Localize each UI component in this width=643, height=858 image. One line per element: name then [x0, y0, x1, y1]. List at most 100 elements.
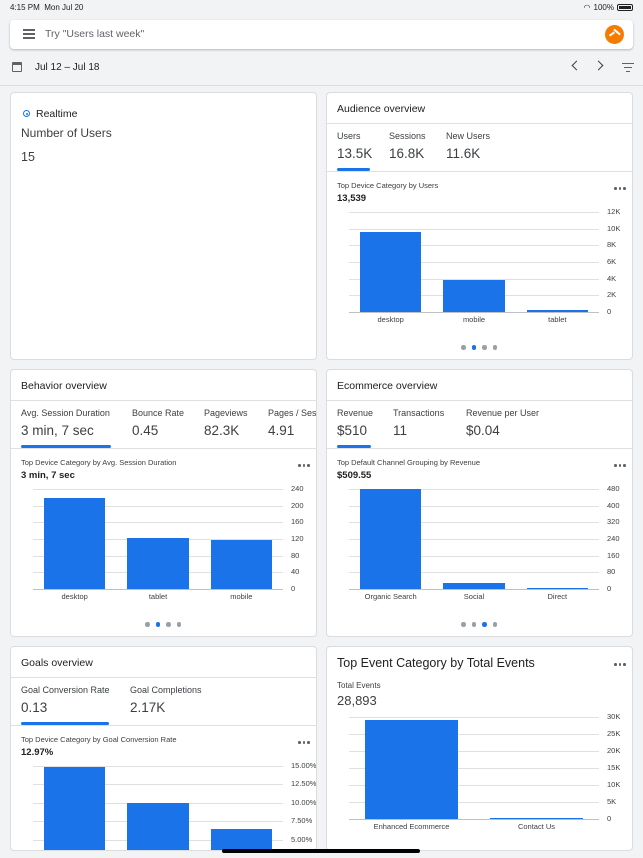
metric-tab-revenue-per-user[interactable]: Revenue per User $0.04 — [466, 408, 539, 438]
x-category-label: mobile — [462, 315, 486, 324]
bar[interactable] — [43, 498, 106, 589]
more-options-icon[interactable] — [298, 464, 310, 467]
menu-icon[interactable] — [23, 29, 35, 39]
divider — [11, 400, 316, 401]
bar[interactable] — [127, 802, 189, 850]
metric-value: 0.45 — [132, 423, 159, 438]
bar[interactable] — [359, 489, 422, 589]
metric-tab-goal-completions[interactable]: Goal Completions 2.17K — [130, 685, 202, 715]
events-metric-value: 28,893 — [337, 693, 377, 708]
gridline — [349, 278, 599, 280]
filter-icon[interactable] — [622, 63, 634, 74]
y-tick-label: 0 — [607, 584, 612, 593]
page-dot[interactable] — [492, 345, 497, 350]
page-dot[interactable] — [166, 622, 171, 627]
audience-overview-card[interactable]: Audience overview Users 13.5K Sessions 1… — [326, 92, 633, 360]
goals-overview-card[interactable]: Goals overview Goal Conversion Rate 0.13… — [10, 646, 317, 851]
bar[interactable] — [490, 817, 583, 819]
page-dot[interactable] — [482, 622, 487, 627]
chevron-right-icon[interactable] — [593, 60, 604, 71]
wifi-icon: ◠ — [583, 3, 591, 12]
page-dot[interactable] — [471, 622, 476, 627]
analytics-logo-icon[interactable] — [605, 25, 624, 44]
page-dot[interactable] — [482, 345, 487, 350]
y-tick-label: 40 — [291, 567, 300, 577]
search-bar[interactable]: Try "Users last week" — [10, 20, 633, 49]
bar[interactable] — [526, 587, 589, 589]
y-tick-label: 160 — [607, 550, 620, 560]
page-dot[interactable] — [155, 622, 160, 627]
metric-value: $510 — [337, 423, 368, 438]
page-dot[interactable] — [176, 622, 181, 627]
metric-tab-bounce-rate[interactable]: Bounce Rate 0.45 — [132, 408, 184, 438]
gridline — [349, 539, 599, 540]
metric-tab-revenue[interactable]: Revenue $510 — [337, 408, 373, 438]
active-tab-indicator — [21, 722, 109, 725]
calendar-icon[interactable] — [12, 62, 22, 72]
search-input[interactable]: Try "Users last week" — [45, 28, 145, 40]
metric-tab-pageviews[interactable]: Pageviews 82.3K — [204, 408, 248, 438]
metric-tab-goal-conversion-rate[interactable]: Goal Conversion Rate 0.13 — [21, 685, 110, 715]
gridline — [349, 751, 599, 752]
y-tick-label: 2K — [607, 290, 617, 300]
metric-value: 4.91 — [268, 423, 295, 438]
ecommerce-overview-card[interactable]: Ecommerce overview Revenue $510 Transact… — [326, 369, 633, 637]
gridline — [349, 522, 599, 524]
divider — [0, 85, 643, 86]
metric-value: 3 min, 7 sec — [21, 423, 94, 438]
more-options-icon[interactable] — [298, 741, 310, 744]
more-options-icon[interactable] — [614, 663, 626, 666]
status-date-text: Mon Jul 20 — [44, 3, 84, 12]
bar[interactable] — [443, 582, 505, 589]
home-indicator[interactable] — [222, 849, 420, 853]
more-options-icon[interactable] — [614, 187, 626, 190]
gridline — [349, 228, 599, 230]
bar[interactable] — [443, 280, 505, 312]
metric-tab-users[interactable]: Users 13.5K — [337, 131, 372, 161]
realtime-card[interactable]: Realtime Number of Users 15 — [10, 92, 317, 360]
metric-tab-pages-per-session[interactable]: Pages / Ses 4.91 — [268, 408, 316, 438]
metric-tab-sessions[interactable]: Sessions 16.8K — [389, 131, 426, 161]
battery-icon — [617, 4, 633, 11]
page-dot[interactable] — [492, 622, 497, 627]
more-options-icon[interactable] — [614, 464, 626, 467]
page-indicator[interactable] — [461, 345, 497, 350]
x-category-label: Social — [463, 592, 485, 601]
bar[interactable] — [127, 538, 189, 589]
y-tick-label: 10.00% — [291, 797, 317, 807]
page-indicator[interactable] — [461, 622, 497, 627]
divider — [11, 677, 316, 678]
card-title: Audience overview — [337, 103, 426, 115]
page-indicator[interactable] — [145, 622, 181, 627]
date-range-label[interactable]: Jul 12 – Jul 18 — [35, 62, 100, 73]
y-tick-label: 6K — [607, 257, 617, 266]
bar[interactable] — [526, 310, 589, 312]
metric-tab-new-users[interactable]: New Users 11.6K — [446, 131, 490, 161]
page-dot[interactable] — [471, 345, 476, 350]
bar[interactable] — [359, 232, 422, 312]
bar[interactable] — [210, 539, 273, 589]
behavior-overview-card[interactable]: Behavior overview Avg. Session Duration … — [10, 369, 317, 637]
bar[interactable] — [43, 766, 106, 850]
gridline — [349, 505, 599, 507]
metric-label: Bounce Rate — [132, 408, 185, 418]
page-dot[interactable] — [461, 622, 466, 627]
y-tick-label: 5K — [607, 797, 617, 806]
top-event-category-card[interactable]: Top Event Category by Total Events Total… — [326, 646, 633, 851]
card-title: Goals overview — [21, 657, 93, 669]
date-range-bar: Jul 12 – Jul 18 — [0, 56, 643, 80]
bar[interactable] — [365, 720, 458, 819]
metric-value: 0.13 — [21, 700, 48, 715]
metric-tab-avg-session-duration[interactable]: Avg. Session Duration 3 min, 7 sec — [21, 408, 110, 438]
metric-tab-transactions[interactable]: Transactions 11 — [393, 408, 444, 438]
chevron-left-icon[interactable] — [571, 60, 582, 71]
gridline — [349, 785, 599, 786]
y-tick-label: 5.00% — [291, 834, 313, 844]
x-axis-baseline — [349, 819, 599, 820]
page-dot[interactable] — [461, 345, 466, 350]
y-tick-label: 12.50% — [291, 779, 317, 789]
bar[interactable] — [210, 829, 273, 850]
chart-subtitle: Top Device Category by Avg. Session Dura… — [21, 458, 177, 467]
y-tick-label: 20K — [607, 746, 621, 755]
page-dot[interactable] — [145, 622, 150, 627]
